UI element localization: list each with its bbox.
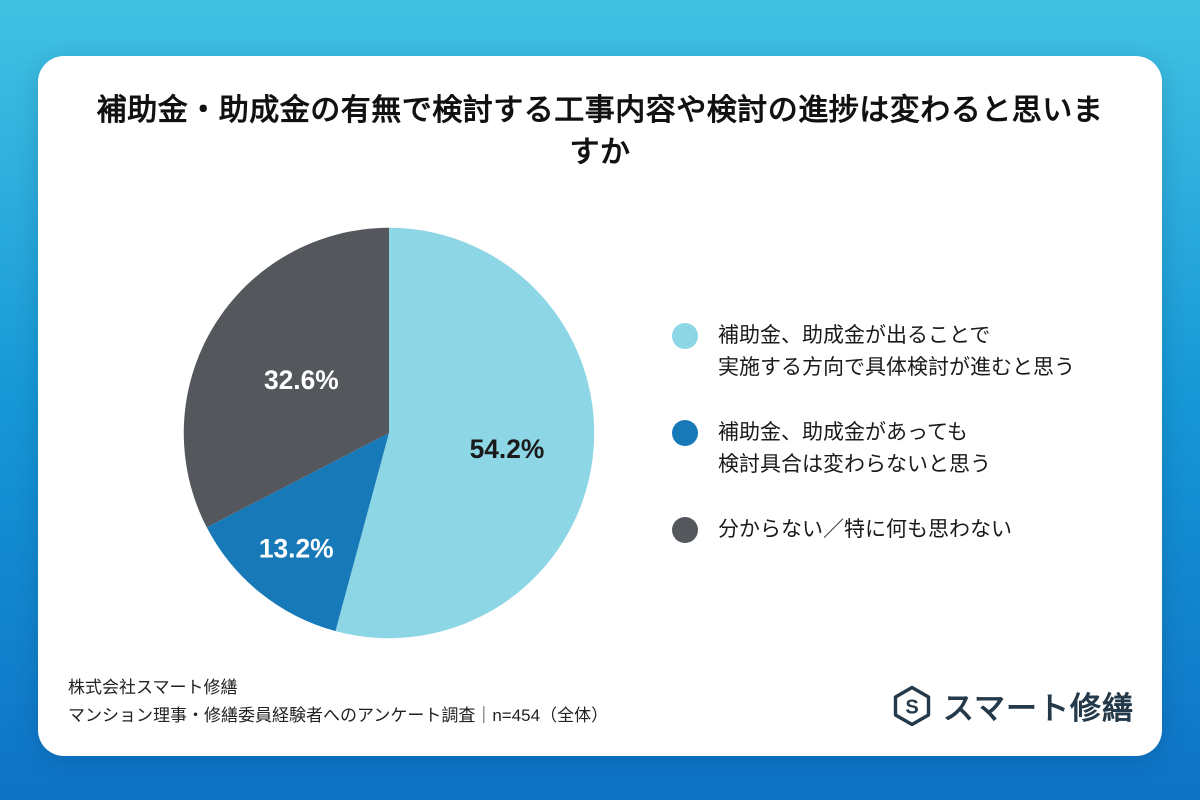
pie-slice <box>183 227 389 528</box>
smart-shuzen-logo-icon: S <box>891 685 933 727</box>
legend-label: 分からない／特に何も思わない <box>718 514 1012 546</box>
infographic-card: 補助金・助成金の有無で検討する工事内容や検討の進捗は変わると思いますか 54.2… <box>38 56 1162 756</box>
chart-content: 54.2% 13.2% 32.6% 補助金、助成金が出ることで 実施する方向で具体検… <box>86 218 1114 648</box>
smart-shuzen-logo: S スマート修繕 <box>891 683 1134 728</box>
pie-slice <box>335 227 595 639</box>
legend-label-line: 補助金、助成金があっても <box>718 421 968 445</box>
chart-title: 補助金・助成金の有無で検討する工事内容や検討の進捗は変わると思いますか <box>96 94 1104 169</box>
smart-shuzen-logo-text: スマート修繕 <box>942 691 1134 726</box>
pie-slice <box>206 433 389 632</box>
legend-item: 補助金、助成金が出ることで 実施する方向で具体検討が進むと思う <box>672 320 1075 383</box>
pie-slice-label: 13.2% <box>259 533 334 563</box>
source-survey-note: マンション理事・修繕委員経験者へのアンケート調査｜n=454（全体） <box>68 705 609 725</box>
pie-slice-label: 54.2% <box>470 434 545 464</box>
chart-legend: 補助金、助成金が出ることで 実施する方向で具体検討が進むと思う 補助金、助成金が… <box>672 320 1075 546</box>
legend-label-line: 分からない／特に何も思わない <box>718 518 1012 542</box>
pie-chart: 54.2% 13.2% 32.6% <box>174 218 604 648</box>
legend-label: 補助金、助成金があっても 検討具合は変わらないと思う <box>718 417 991 480</box>
legend-swatch <box>672 420 698 447</box>
legend-label-line: 検討具合は変わらないと思う <box>718 452 991 476</box>
pie-slice-label: 32.6% <box>264 365 339 395</box>
legend-item: 分からない／特に何も思わない <box>672 514 1075 546</box>
legend-swatch <box>672 323 698 350</box>
pie-chart-svg: 54.2% 13.2% 32.6% <box>183 227 595 639</box>
legend-label-line: 実施する方向で具体検討が進むと思う <box>718 355 1075 379</box>
source-company: 株式会社スマート修繕 <box>68 677 238 697</box>
svg-text:S: S <box>905 696 918 718</box>
legend-item: 補助金、助成金があっても 検討具合は変わらないと思う <box>672 417 1075 480</box>
legend-label: 補助金、助成金が出ることで 実施する方向で具体検討が進むと思う <box>718 320 1075 383</box>
legend-swatch <box>672 517 698 544</box>
legend-label-line: 補助金、助成金が出ることで <box>718 324 991 348</box>
source-note: 株式会社スマート修繕 マンション理事・修繕委員経験者へのアンケート調査｜n=45… <box>68 674 608 730</box>
